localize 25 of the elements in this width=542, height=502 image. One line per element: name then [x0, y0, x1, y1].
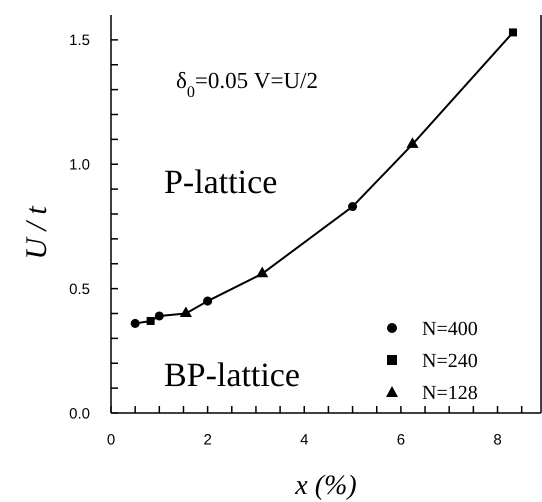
x-axis-title: x (%) [294, 470, 357, 501]
y-tick-label: 1.5 [69, 32, 90, 50]
legend-label: N=240 [422, 350, 478, 372]
annotation: BP-lattice [164, 357, 300, 394]
y-tick-label: 1.0 [69, 156, 90, 174]
x-tick-label: 4 [300, 432, 308, 449]
x-tick-label: 6 [396, 432, 406, 449]
point [146, 316, 155, 325]
y-tick-label: 0.5 [69, 280, 90, 298]
point [508, 28, 517, 36]
point [180, 306, 192, 318]
point [130, 318, 140, 328]
annotation: P-lattice [164, 164, 278, 201]
legend-label: N=400 [422, 318, 478, 340]
x-tick-label: 8 [493, 432, 502, 449]
y-tick-label: 0.0 [69, 405, 90, 422]
x-tick-label: 0 [106, 432, 116, 449]
point [348, 202, 358, 212]
x-tick-label: 2 [203, 432, 212, 449]
y-axis-title: U / t [20, 206, 53, 260]
point [256, 266, 268, 278]
legend-label: N=128 [422, 382, 478, 404]
annotation: δ$_{0}$=0.05 V=U/2 [176, 68, 318, 100]
point [154, 311, 164, 320]
point [203, 296, 212, 306]
